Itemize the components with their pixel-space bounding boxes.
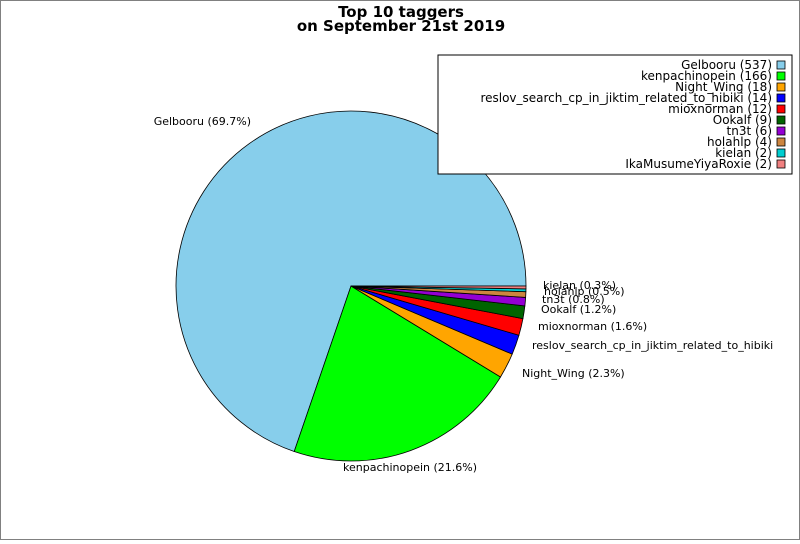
slice-label: reslov_search_cp_in_jiktim_related_to_hi… bbox=[532, 339, 773, 352]
legend-swatch bbox=[776, 159, 786, 169]
chart-title-line2: on September 21st 2019 bbox=[297, 17, 505, 35]
legend-label: IkaMusumeYiyaRoxie (2) bbox=[625, 157, 772, 171]
legend-label: holahlp (4) bbox=[707, 135, 772, 149]
legend-label: mioxnorman (12) bbox=[668, 102, 772, 116]
legend-swatch bbox=[776, 71, 786, 81]
legend-swatch bbox=[776, 60, 786, 70]
slice-label: Gelbooru (69.7%) bbox=[154, 115, 251, 128]
legend-swatch bbox=[776, 115, 786, 125]
pie-labels: Gelbooru (69.7%) kenpachinopein (21.6%) Ni… bbox=[154, 115, 774, 474]
legend-swatch bbox=[776, 104, 786, 114]
legend-swatch bbox=[776, 137, 786, 147]
legend-label: kielan (2) bbox=[715, 146, 772, 160]
legend-label: Gelbooru (537) bbox=[681, 58, 772, 72]
legend-swatch bbox=[776, 82, 786, 92]
slice-label: holahlp (0.5%) bbox=[544, 285, 625, 298]
pie-slice-gelbooru bbox=[175, 110, 527, 453]
chart-title-line1: Top 10 taggers bbox=[338, 3, 464, 21]
legend: Gelbooru (537)kenpachinopein (166)Night_… bbox=[437, 54, 793, 175]
legend-label: kenpachinopein (166) bbox=[641, 69, 772, 83]
legend-swatch bbox=[776, 93, 786, 103]
slice-label: kenpachinopein (21.6%) bbox=[343, 461, 477, 474]
pie-slice-ikamusumeyiyaroxie bbox=[350, 285, 527, 290]
legend-label: reslov_search_cp_in_jiktim_related_to_hi… bbox=[480, 91, 772, 105]
slice-label: mioxnorman (1.6%) bbox=[538, 320, 647, 333]
slice-label: Ookalf (1.2%) bbox=[541, 303, 616, 316]
legend-label: Ookalf (9) bbox=[713, 113, 772, 127]
slice-label: Night_Wing (2.3%) bbox=[522, 367, 625, 380]
legend-label: tn3t (6) bbox=[727, 124, 772, 138]
pie-slices bbox=[175, 110, 527, 462]
pie-slice-kenpachinopein bbox=[293, 285, 502, 462]
slice-label: kielan (0.3%) bbox=[543, 279, 616, 292]
legend-swatch bbox=[776, 126, 786, 136]
slice-label: tn3t (0.8%) bbox=[542, 293, 605, 306]
legend-swatch bbox=[776, 148, 786, 158]
legend-label: Night_Wing (18) bbox=[675, 80, 772, 94]
legend-box bbox=[437, 54, 793, 175]
